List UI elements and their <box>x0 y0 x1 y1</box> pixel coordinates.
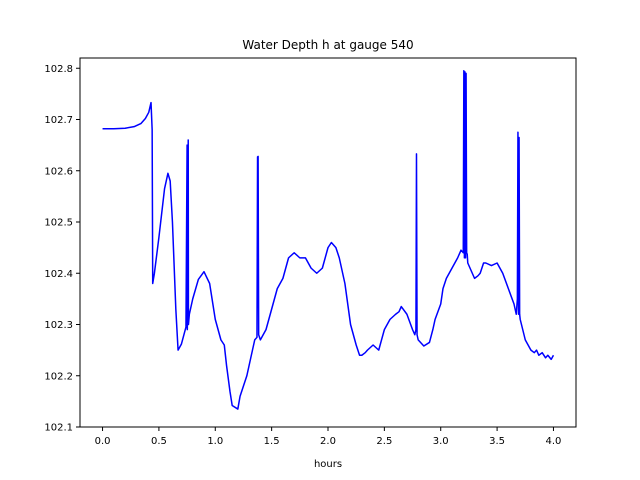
x-axis: 0.0 0.5 1.0 1.5 2.0 2.5 3.0 3.5 4.0 <box>95 427 562 447</box>
y-axis: 102.1 102.2 102.3 102.4 102.5 102.6 102.7 102.8 <box>44 64 80 434</box>
x-tick-label: 0.5 <box>151 436 167 447</box>
y-tick-label: 102.1 <box>44 423 73 434</box>
x-tick-label: 1.0 <box>207 436 223 447</box>
y-tick-label: 102.4 <box>44 269 73 280</box>
x-tick-label: 2.5 <box>376 436 392 447</box>
x-tick-label: 1.5 <box>264 436 280 447</box>
x-tick-label: 3.0 <box>433 436 449 447</box>
y-tick-label: 102.5 <box>44 218 73 229</box>
y-tick-label: 102.3 <box>44 320 73 331</box>
x-tick-label: 2.0 <box>320 436 336 447</box>
x-tick-label: 4.0 <box>546 436 562 447</box>
series-line-0 <box>102 70 555 410</box>
y-tick-label: 102.2 <box>44 371 73 382</box>
series-group <box>102 70 555 410</box>
x-axis-label: hours <box>314 459 342 470</box>
y-tick-label: 102.6 <box>44 166 73 177</box>
x-tick-label: 0.0 <box>95 436 111 447</box>
chart-title: Water Depth h at gauge 540 <box>242 38 413 52</box>
y-tick-label: 102.8 <box>44 64 73 75</box>
y-tick-label: 102.7 <box>44 115 73 126</box>
x-tick-label: 3.5 <box>489 436 505 447</box>
